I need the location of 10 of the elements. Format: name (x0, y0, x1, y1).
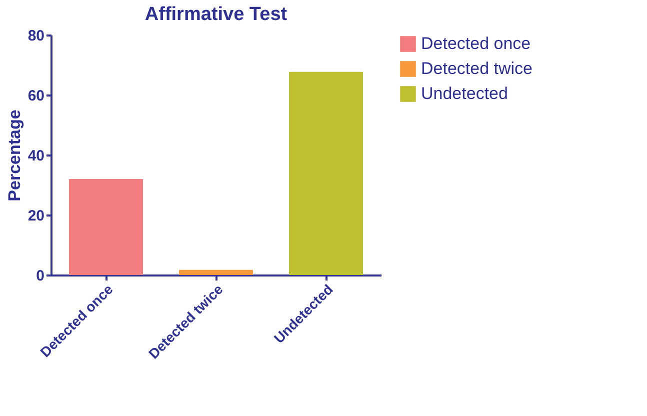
y-tick-label: 80 (28, 28, 44, 44)
y-tick-label: 20 (28, 208, 44, 224)
y-axis-title: Percentage (4, 110, 24, 202)
legend-label: Detected twice (421, 59, 532, 78)
chart-title: Affirmative Test (144, 4, 288, 25)
legend-label: Detected once (421, 34, 531, 53)
y-tick-label: 60 (28, 88, 44, 104)
legend-label: Undetected (421, 84, 508, 103)
y-tick-label: 40 (28, 148, 44, 164)
y-tick-label: 0 (36, 268, 44, 284)
